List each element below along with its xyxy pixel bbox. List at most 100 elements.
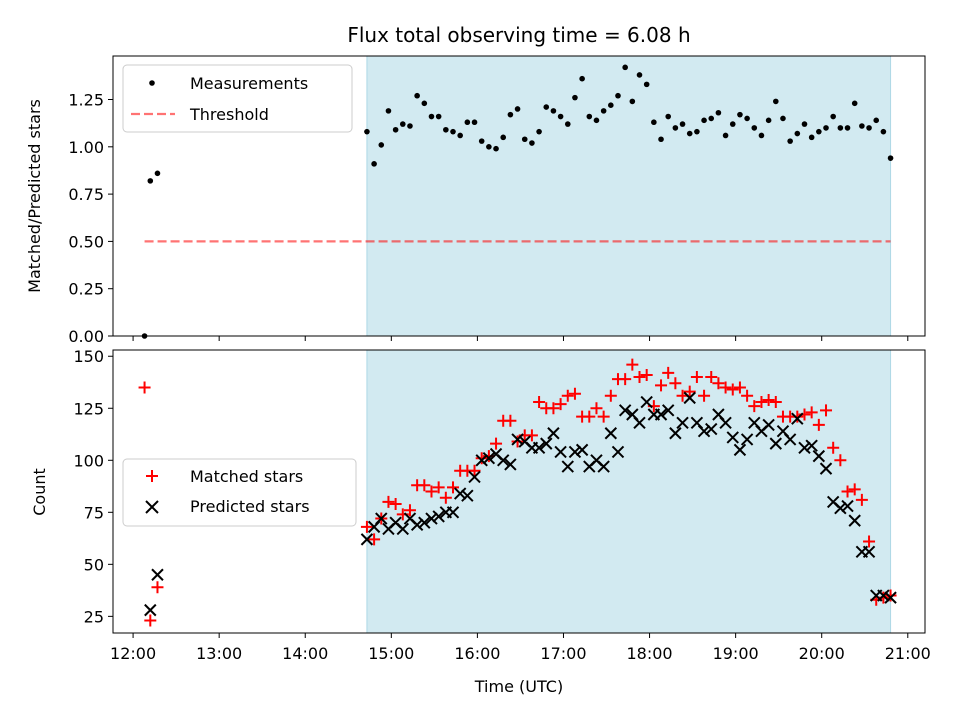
matched-stars-point	[748, 400, 761, 413]
top-y-tick-label: 1.25	[68, 91, 104, 110]
x-tick-label: 20:00	[799, 644, 845, 663]
predicted-stars-point	[575, 443, 589, 457]
predicted-stars-point	[783, 433, 797, 446]
top-y-tick-label: 0.00	[68, 327, 104, 346]
matched-stars-point	[490, 437, 503, 450]
predicted-stars-point	[554, 445, 567, 459]
predicted-stars-point	[597, 460, 610, 473]
predicted-stars-point	[877, 589, 890, 602]
measurement-point	[450, 128, 456, 135]
predicted-stars-point	[762, 418, 775, 432]
x-tick-label: 19:00	[713, 644, 759, 663]
matched-stars-point	[812, 418, 825, 431]
matched-stars-point	[805, 406, 818, 419]
matched-stars-point	[403, 504, 416, 517]
bottom-y-tick-label: 100	[73, 451, 104, 470]
predicted-stars-point	[561, 460, 574, 473]
matched-stars-point	[525, 429, 538, 442]
predicted-stars-point	[611, 445, 625, 459]
measurement-point	[830, 113, 836, 120]
predicted-stars-point	[410, 518, 424, 532]
matched-stars-point	[382, 495, 395, 508]
predicted-stars-point	[453, 487, 467, 500]
matched-stars-point	[604, 389, 617, 402]
predicted-stars-point	[511, 433, 524, 446]
matched-stars-point	[834, 454, 847, 467]
measurement-point	[751, 125, 758, 131]
measurement-point	[837, 125, 844, 131]
measurement-point	[823, 125, 829, 131]
bottom-y-ticks: 25 50 75 100 125 150	[73, 347, 113, 626]
measurement-point	[887, 155, 894, 161]
bottom-axes-frame	[112, 349, 926, 634]
measurement-point	[600, 108, 607, 114]
measurement-point	[694, 128, 700, 135]
matched-stars-point	[640, 368, 653, 381]
matched-stars-point	[554, 398, 567, 411]
bottom-y-axis-label: Count	[30, 468, 49, 516]
matched-stars-point	[619, 373, 632, 386]
x-tick-label: 21:00	[885, 644, 931, 663]
predicted-stars-point	[425, 512, 438, 525]
measurement-point	[378, 142, 385, 148]
predicted-stars-point	[683, 391, 696, 405]
legend-measurements-label: Measurements	[190, 74, 308, 93]
matched-stars-point	[690, 371, 703, 384]
measurement-point	[765, 117, 772, 124]
matched-stars-point	[425, 485, 438, 498]
measurement-point	[364, 128, 370, 135]
measurement-point	[521, 136, 528, 143]
matched-stars-point	[855, 493, 868, 506]
matched-stars-point	[741, 389, 754, 402]
measurement-point	[873, 117, 880, 124]
measurement-point	[457, 132, 463, 139]
counts-layer	[138, 358, 897, 627]
matched-stars-point	[633, 371, 646, 384]
measurement-point	[608, 102, 614, 108]
measurement-point	[651, 119, 657, 126]
measurement-point	[564, 121, 571, 127]
predicted-stars-point	[676, 416, 689, 430]
predicted-stars-point	[482, 451, 496, 465]
matched-stars-point	[669, 377, 682, 390]
bottom-legend: Matched stars Predicted stars	[122, 458, 357, 527]
matched-stars-point	[626, 358, 639, 371]
predicted-stars-point	[504, 458, 517, 471]
x-tick-label: 14:00	[282, 644, 328, 663]
predicted-stars-point	[461, 489, 474, 502]
matched-stars-point	[698, 389, 711, 402]
predicted-stars-point	[661, 404, 675, 417]
predicted-stars-point	[697, 424, 711, 438]
x-tick-label: 13:00	[196, 644, 242, 663]
measurement-point	[536, 128, 542, 135]
predicted-stars-point	[812, 449, 826, 463]
predicted-stars-point	[654, 408, 668, 421]
measurement-point	[572, 94, 578, 101]
predicted-stars-point	[841, 499, 854, 513]
bottom-panel: 25 50 75 100 125 150 12:00 13:00 14:00 15:00 16:0…	[30, 347, 931, 696]
measurement-point	[529, 140, 535, 146]
predicted-stars-point	[144, 603, 157, 617]
measurement-point	[816, 128, 822, 135]
matched-stars-point	[726, 383, 739, 396]
predicted-stars-point	[151, 568, 164, 581]
top-x-ticks	[132, 336, 909, 341]
measurement-point	[579, 75, 585, 82]
legend-predicted-marker	[145, 500, 159, 514]
matched-stars-point	[533, 396, 546, 409]
x-tick-label: 12:00	[110, 644, 156, 663]
matched-stars-point	[755, 396, 768, 409]
measurement-point	[385, 108, 392, 114]
predicted-stars-point	[432, 510, 445, 523]
bottom-legend-box	[122, 458, 357, 527]
measurement-point	[478, 138, 485, 144]
predicted-stars-point	[726, 431, 739, 444]
predicted-stars-point	[733, 443, 747, 457]
bottom-shaded-span	[366, 349, 892, 634]
matched-stars-point	[848, 483, 861, 496]
matched-stars-point	[841, 485, 854, 498]
matched-stars-point	[597, 410, 610, 423]
predicted-stars-point	[669, 427, 682, 440]
measurement-point	[658, 136, 664, 143]
top-axes-frame	[112, 55, 926, 337]
